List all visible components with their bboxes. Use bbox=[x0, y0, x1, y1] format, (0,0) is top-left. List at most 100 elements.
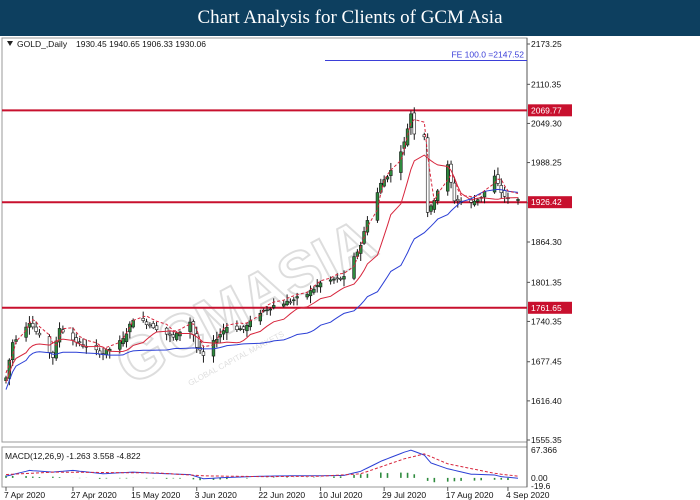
y-tick-label: 2049.30 bbox=[531, 118, 562, 128]
candle-body bbox=[34, 326, 38, 332]
candle-body bbox=[272, 305, 276, 308]
level-price-tag bbox=[528, 196, 572, 209]
candle-body bbox=[31, 323, 35, 328]
header-title: Chart Analysis for Clients of GCM Asia bbox=[0, 0, 700, 36]
level-price-tag bbox=[528, 104, 572, 117]
candle-body bbox=[188, 321, 192, 332]
candle-body bbox=[305, 294, 309, 298]
y-tick-label: 1801.35 bbox=[531, 277, 562, 287]
candle-body bbox=[429, 205, 433, 212]
chart-background bbox=[0, 36, 700, 500]
candle-body bbox=[77, 341, 82, 344]
candle-body bbox=[312, 288, 316, 293]
candle-body bbox=[37, 332, 42, 336]
level-price-label: 1761.65 bbox=[531, 303, 562, 313]
candle-body bbox=[141, 317, 145, 321]
candle-body bbox=[248, 320, 252, 328]
candle-body bbox=[14, 339, 18, 342]
candle-body bbox=[195, 333, 199, 348]
candle-body bbox=[10, 342, 15, 361]
candle-body bbox=[71, 332, 75, 341]
x-tick-label: 17 Aug 2020 bbox=[446, 490, 494, 500]
candle-body bbox=[61, 329, 65, 333]
candle-body bbox=[235, 325, 239, 330]
x-tick-label: 15 May 2020 bbox=[131, 490, 180, 500]
candle-body bbox=[121, 338, 125, 344]
candle-body bbox=[375, 192, 380, 221]
candle-body bbox=[288, 301, 293, 304]
level-price-label: 1926.42 bbox=[531, 197, 562, 207]
ma-fast-line bbox=[5, 154, 519, 383]
x-tick-label: 29 Jul 2020 bbox=[382, 490, 426, 500]
y-tick-label: 1555.35 bbox=[531, 435, 562, 445]
candle-body bbox=[389, 170, 393, 176]
candle-body bbox=[218, 334, 222, 338]
candle-body bbox=[425, 137, 430, 213]
candle-body bbox=[285, 300, 289, 305]
y-tick-label: 1740.35 bbox=[531, 316, 562, 326]
candle-body bbox=[171, 334, 176, 338]
candle-body bbox=[51, 352, 55, 358]
candle-body bbox=[456, 199, 460, 202]
chart-canvas: GCMASIA GLOBAL CAPITAL MARKETS 2173.2521… bbox=[0, 36, 700, 500]
candle-body bbox=[308, 290, 313, 297]
candle-body bbox=[268, 308, 273, 311]
candle-body bbox=[148, 324, 152, 327]
candle-body bbox=[499, 185, 503, 193]
candle-body bbox=[452, 182, 457, 202]
dropdown-triangle-icon[interactable] bbox=[7, 41, 13, 46]
candle-body bbox=[335, 277, 339, 280]
candle-body bbox=[342, 276, 346, 280]
candle-body bbox=[516, 199, 520, 201]
candle-body bbox=[258, 312, 263, 322]
macd-y-tick-label: 0.00 bbox=[531, 473, 548, 483]
candle-body bbox=[409, 113, 413, 128]
candle-body bbox=[245, 324, 249, 332]
candle-body bbox=[295, 296, 299, 299]
candle-body bbox=[201, 351, 206, 356]
candle-body bbox=[405, 128, 410, 146]
candle-body bbox=[359, 245, 363, 254]
x-tick-label: 3 Jun 2020 bbox=[195, 490, 237, 500]
signal-line bbox=[5, 453, 519, 478]
candle-body bbox=[472, 200, 477, 206]
x-tick-label: 7 Apr 2020 bbox=[4, 490, 45, 500]
macd-y-tick-label: 67.366 bbox=[531, 445, 557, 455]
candle-body bbox=[174, 332, 179, 340]
symbol-label: GOLD_,Daily bbox=[17, 39, 68, 49]
candle-body bbox=[241, 326, 246, 330]
x-tick-label: 27 Apr 2020 bbox=[71, 490, 117, 500]
y-tick-label: 1864.30 bbox=[531, 237, 562, 247]
candle-body bbox=[168, 333, 172, 336]
candle-body bbox=[338, 278, 343, 280]
x-tick-label: 22 Jun 2020 bbox=[258, 490, 305, 500]
candle-body bbox=[292, 299, 296, 302]
candle-body bbox=[492, 175, 497, 193]
fe-label: FE 100.0 =2147.52 bbox=[451, 49, 524, 59]
candle-body bbox=[265, 309, 269, 312]
candle-body bbox=[151, 323, 155, 329]
candle-body bbox=[318, 282, 323, 288]
candle-body bbox=[328, 279, 333, 282]
candle-body bbox=[144, 321, 149, 325]
macd-label: MACD(12,26,9) -1.263 3.558 -4.822 bbox=[5, 451, 141, 461]
candle-body bbox=[225, 326, 229, 333]
trend-dashed-line bbox=[5, 119, 519, 374]
candle-body bbox=[118, 340, 122, 350]
x-tick-label: 4 Sep 2020 bbox=[506, 490, 550, 500]
candle-body bbox=[365, 220, 370, 233]
candle-body bbox=[24, 326, 28, 338]
y-tick-label: 1677.45 bbox=[531, 357, 562, 367]
candle-body bbox=[382, 179, 386, 187]
y-tick-label: 1616.40 bbox=[531, 396, 562, 406]
level-price-tag bbox=[528, 301, 572, 314]
candle-body bbox=[154, 325, 159, 330]
candle-body bbox=[502, 190, 507, 197]
price-legend: GOLD_,Daily 1930.45 1940.65 1906.33 1930… bbox=[7, 39, 206, 49]
candle-body bbox=[221, 330, 226, 335]
candle-body bbox=[54, 340, 58, 359]
candle-body bbox=[446, 164, 450, 192]
ohlc-label: 1930.45 1940.65 1906.33 1930.06 bbox=[76, 39, 206, 49]
candle-body bbox=[352, 256, 356, 279]
candle-body bbox=[57, 328, 62, 343]
